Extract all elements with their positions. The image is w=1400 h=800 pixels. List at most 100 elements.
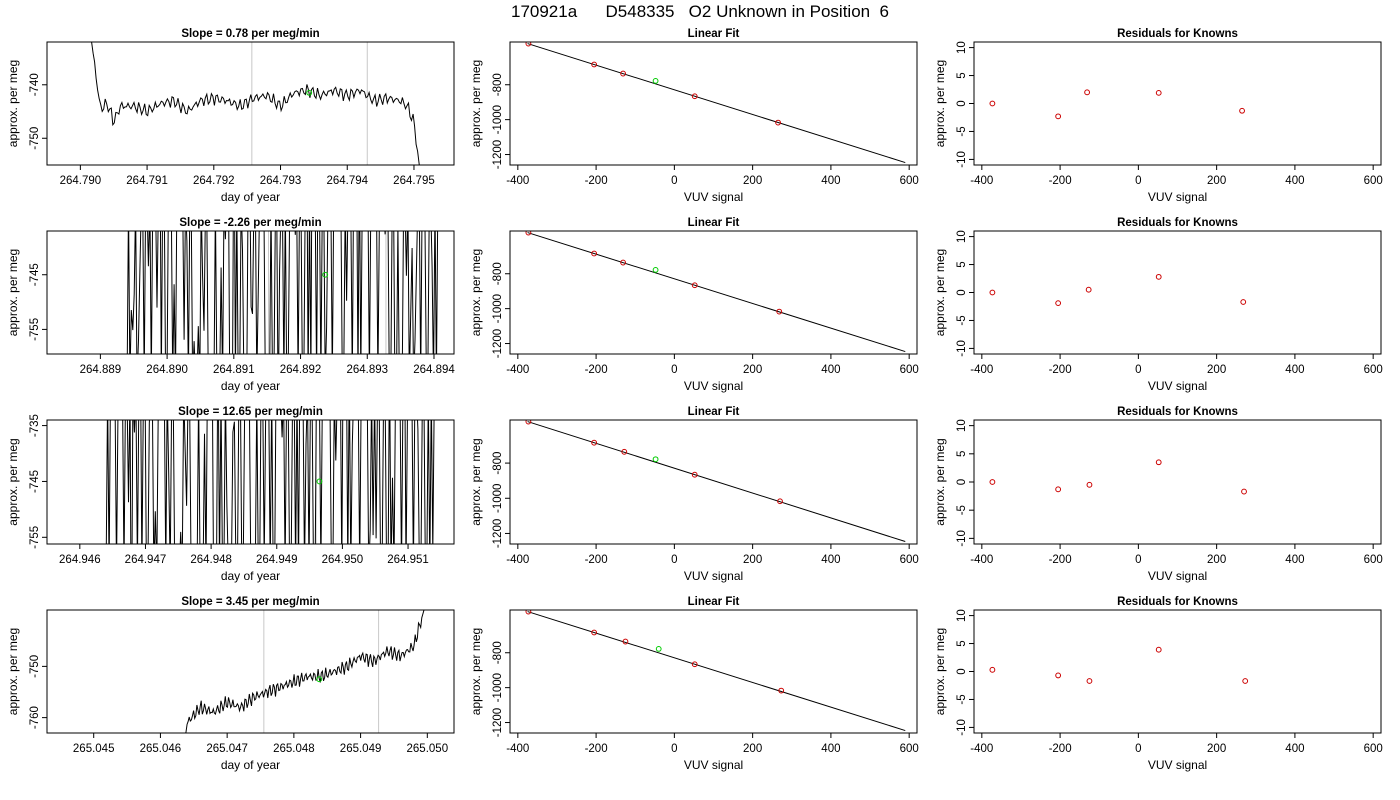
y-axis-label: approx. per meg (469, 438, 483, 525)
series-trace (105, 420, 435, 544)
panel-title: Residuals for Knowns (1117, 406, 1238, 418)
unknown-point (652, 456, 659, 463)
plot-area (185, 610, 425, 733)
plot-area (105, 420, 435, 544)
plot-frame (509, 41, 918, 166)
y-tick-label: -800 (492, 73, 504, 96)
x-tick-label: 265.049 (340, 743, 382, 755)
x-tick-label: 400 (1285, 364, 1304, 376)
x-axis-label: day of year (221, 758, 280, 772)
x-tick-label: 264.891 (213, 364, 255, 376)
x-tick-label: -200 (1049, 554, 1072, 566)
known-point (525, 420, 532, 425)
known-point (621, 448, 628, 455)
known-point (525, 610, 532, 615)
y-axis-label: approx. per meg (933, 249, 947, 336)
panel-title: Linear Fit (688, 28, 740, 40)
known-point (776, 308, 783, 315)
residual-point (1055, 300, 1062, 307)
unknown-point (316, 676, 323, 683)
plot-frame (973, 230, 1382, 355)
x-tick-label: 264.946 (59, 554, 101, 566)
y-tick-label: -800 (492, 641, 504, 664)
residual-point (1239, 107, 1245, 114)
plot-frame (973, 41, 1382, 166)
y-tick-label: 5 (956, 451, 968, 457)
unknown-point (652, 267, 659, 273)
y-tick-label: -760 (29, 706, 41, 729)
x-axis-label: VUV signal (684, 758, 743, 772)
unknown-point (316, 478, 323, 485)
panel-title: Linear Fit (688, 217, 740, 229)
residual-point (1155, 646, 1162, 653)
panel-fit-row3: Linear Fit -400 -200 0 200 400 600 -1200 -1000 -8… (469, 406, 919, 583)
y-tick-label: -745 (29, 263, 41, 286)
panel-residuals-row1: Residuals for Knowns -400 -200 0 200 400 600 -1… (933, 28, 1383, 204)
plot-frame (973, 609, 1382, 734)
x-axis-label: VUV signal (1148, 569, 1207, 583)
x-axis-label: day of year (221, 190, 280, 204)
known-point (691, 93, 698, 100)
x-tick-label: -200 (585, 554, 608, 566)
panel-timeseries-row4: Slope = 3.45 per meg/min 265.045 265.046 26… (6, 596, 455, 772)
known-point (591, 629, 598, 636)
y-axis-label: approx. per meg (933, 628, 947, 715)
residual-point (989, 289, 996, 296)
residual-point (1086, 481, 1093, 488)
x-axis-label: VUV signal (1148, 190, 1207, 204)
x-tick-label: 200 (743, 554, 762, 566)
series-trace (185, 610, 425, 733)
y-tick-label: -5 (956, 694, 968, 704)
residual-point (1242, 678, 1249, 684)
x-tick-label: 264.948 (190, 554, 232, 566)
x-tick-label: -400 (506, 554, 529, 566)
unknown-point (322, 271, 329, 278)
residual-point (989, 479, 996, 485)
plot-frame (509, 609, 918, 734)
x-tick-label: -400 (970, 743, 993, 755)
fit-line (527, 611, 906, 732)
x-axis-label: day of year (221, 569, 280, 583)
residual-point (1241, 488, 1247, 495)
x-tick-label: 264.890 (146, 364, 188, 376)
x-axis-label: VUV signal (1148, 379, 1207, 393)
x-tick-label: 264.893 (346, 364, 388, 376)
residual-point (1240, 299, 1247, 305)
known-point (691, 282, 698, 289)
fit-line (527, 421, 906, 543)
x-axis-label: VUV signal (684, 190, 743, 204)
panel-title: Residuals for Knowns (1117, 28, 1238, 40)
y-tick-label: -10 (956, 340, 968, 357)
x-tick-label: 0 (1135, 554, 1141, 566)
fit-line (527, 43, 906, 164)
plot-area (525, 610, 906, 732)
x-tick-label: -200 (1049, 743, 1072, 755)
x-tick-label: 264.951 (387, 554, 429, 566)
known-point (777, 498, 783, 505)
residual-point (989, 100, 996, 107)
x-axis-label: day of year (221, 379, 280, 393)
x-tick-label: -200 (1049, 175, 1072, 187)
x-tick-label: -200 (1049, 364, 1072, 376)
residual-point (1084, 89, 1090, 96)
residual-point (1155, 459, 1162, 466)
residual-point (1055, 672, 1062, 679)
x-tick-label: 600 (1364, 175, 1383, 187)
panel-title: Slope = -2.26 per meg/min (179, 217, 321, 229)
plot-area (989, 273, 1247, 307)
y-axis-label: approx. per meg (6, 60, 20, 147)
y-tick-label: -745 (29, 470, 41, 493)
y-tick-label: -5 (956, 126, 968, 136)
residual-point (1055, 113, 1062, 120)
x-tick-label: 200 (1207, 364, 1226, 376)
x-tick-label: 264.795 (393, 175, 435, 187)
x-tick-label: 600 (900, 175, 919, 187)
y-tick-label: -1200 (492, 329, 504, 358)
plot-area (525, 42, 906, 164)
x-tick-label: -200 (585, 175, 608, 187)
x-tick-label: 400 (821, 175, 840, 187)
y-axis-label: approx. per meg (6, 628, 20, 715)
panel-fit-row2: Linear Fit -400 -200 0 200 400 600 -1200 -1000 -8… (469, 217, 919, 393)
x-axis-label: VUV signal (684, 379, 743, 393)
y-tick-label: -735 (29, 414, 41, 437)
